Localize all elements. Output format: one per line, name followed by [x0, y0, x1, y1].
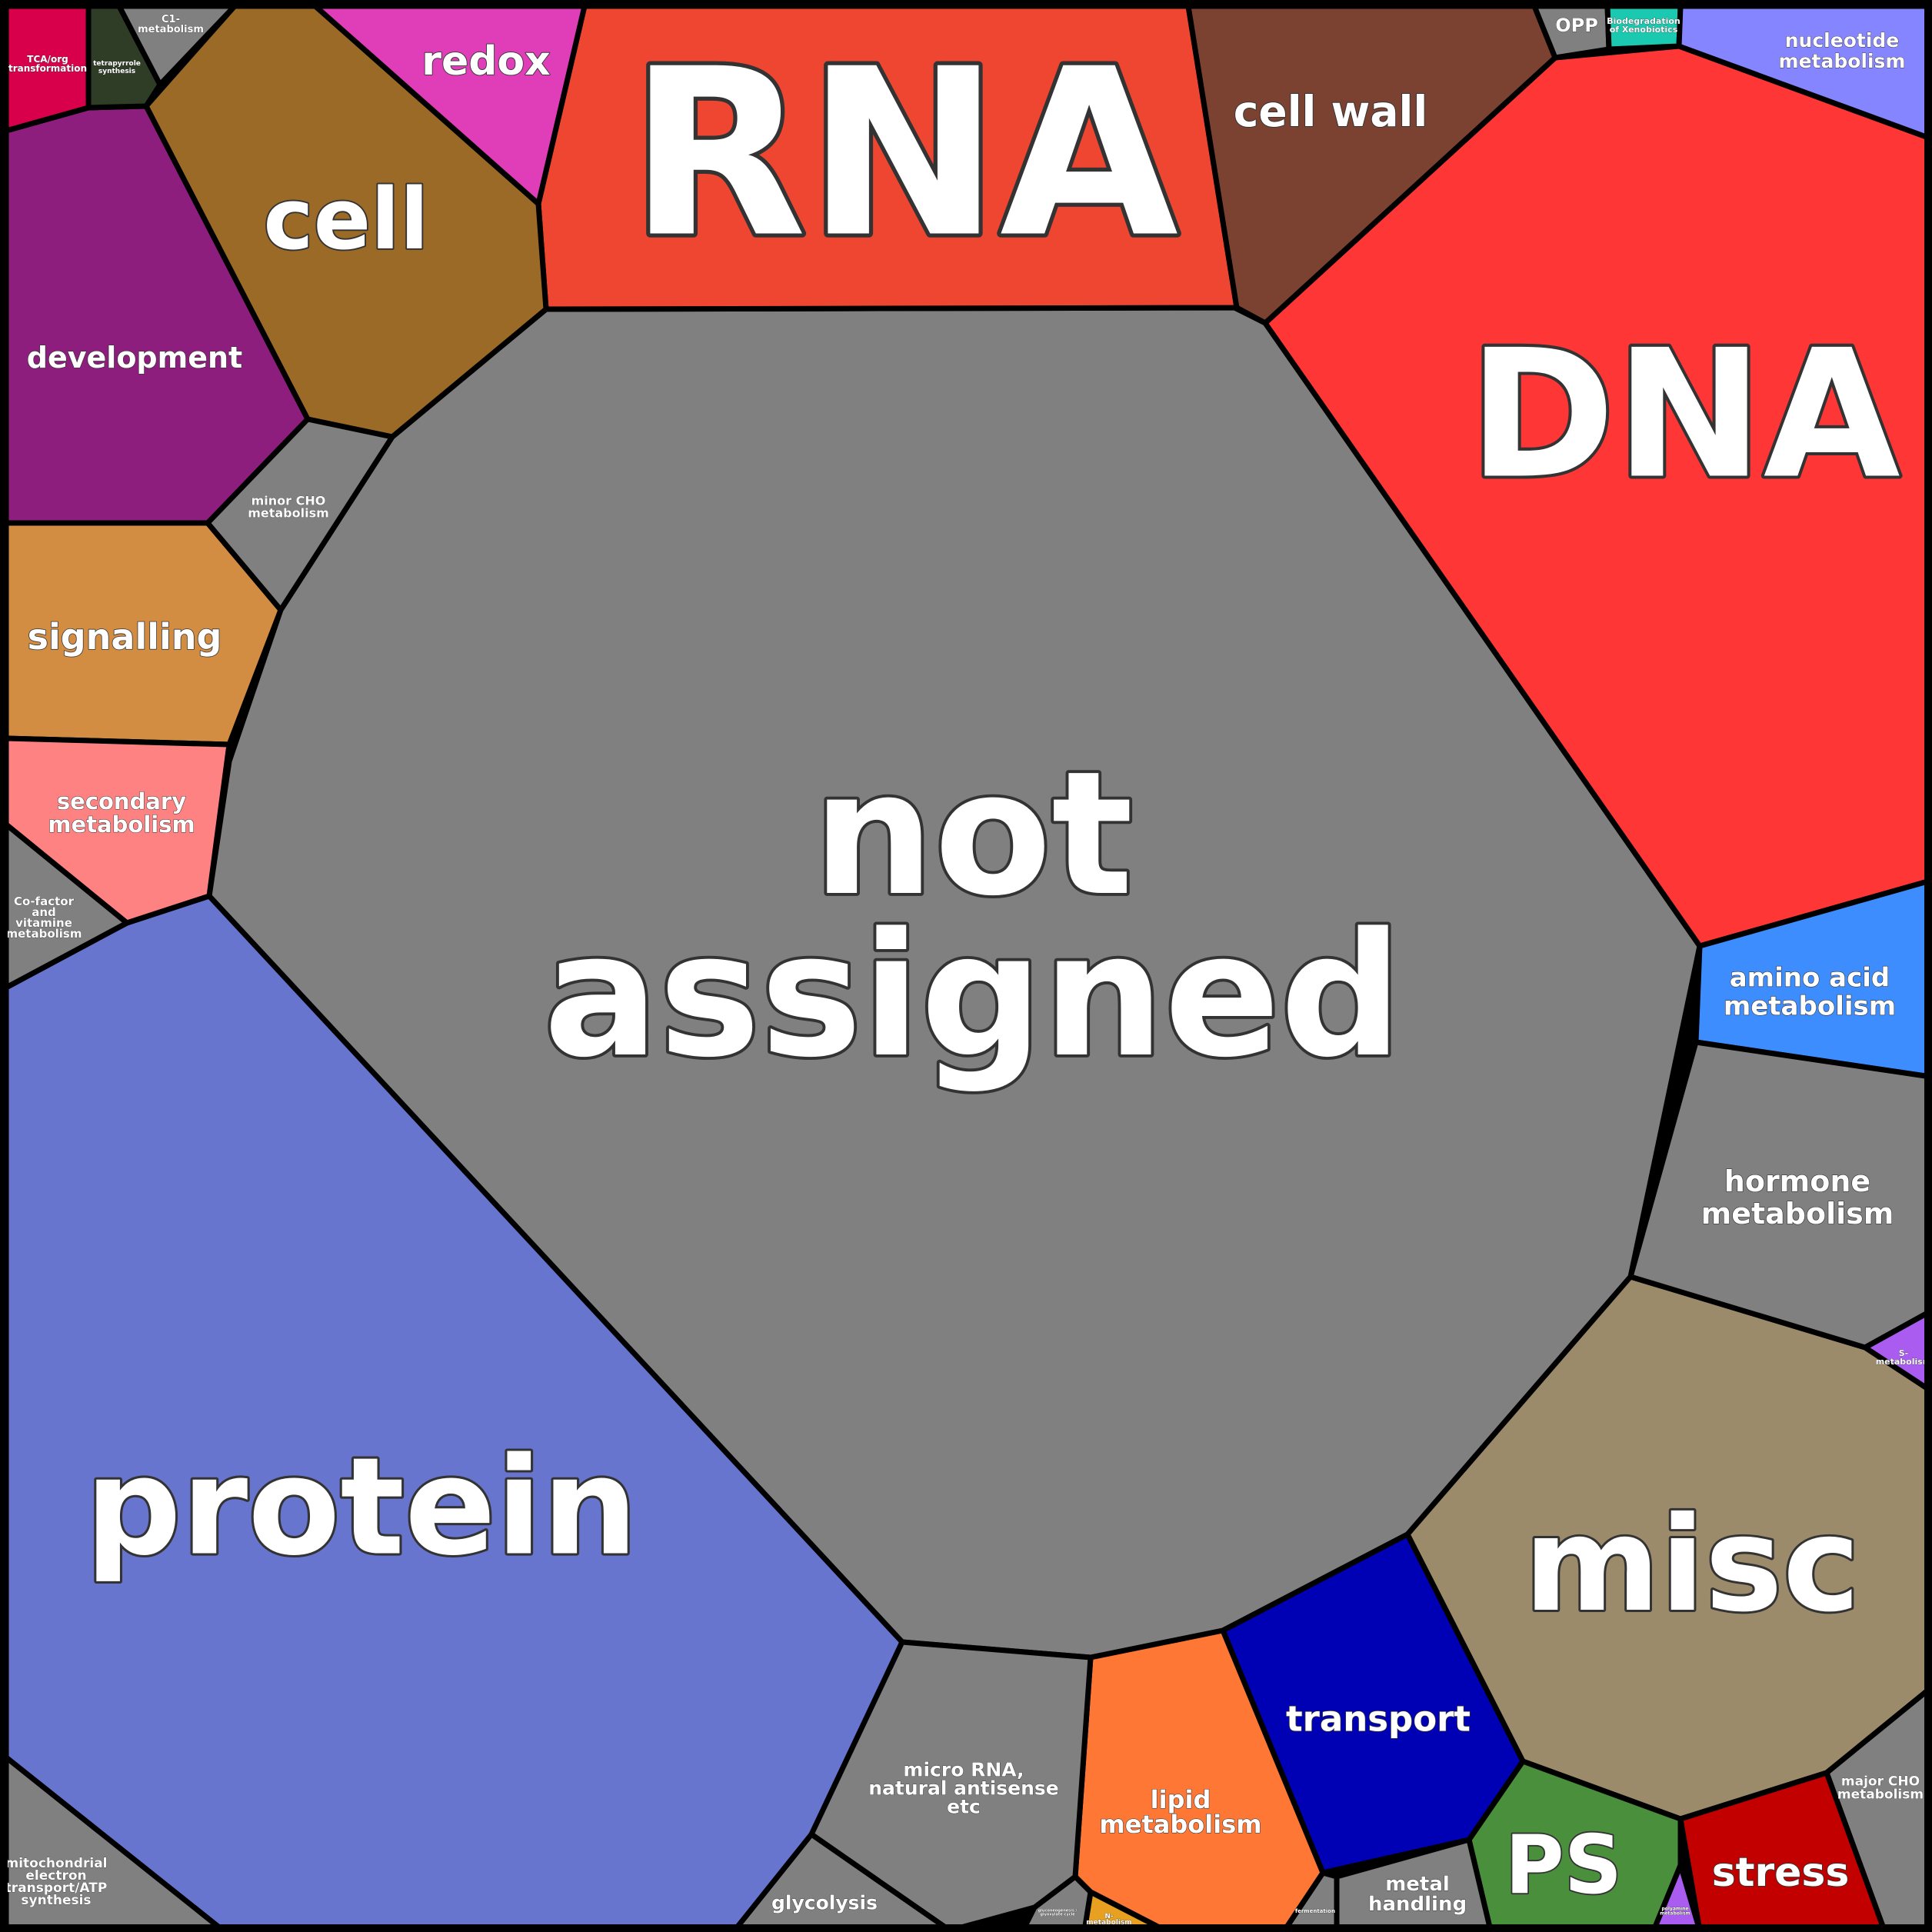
cell-label-cofactor-vitamine-metabolism-line-2: and: [32, 905, 56, 919]
cell-label-ps: PS: [1505, 1818, 1623, 1912]
cell-label-secondary-metabolism-line-1: secondary: [57, 788, 186, 814]
cell-label-lipid-metabolism-line-1: lipid: [1151, 1785, 1211, 1814]
cell-label-mitochondrial-electron-transport-line-2: electron: [25, 1868, 86, 1884]
cell-label-lipid-metabolism-line-2: metabolism: [1099, 1810, 1261, 1839]
cell-label-transport: transport: [1286, 1699, 1471, 1740]
cell-label-micro-rna-line-2: natural antisense: [868, 1777, 1059, 1800]
cell-label-fermentation: fermentation: [1295, 1908, 1335, 1914]
cell-label-redox: redox: [421, 38, 550, 85]
cell-label-cofactor-vitamine-metabolism-line-4: metabolism: [6, 927, 82, 941]
cell-label-biodegradation-xenobiotics-line-1: Biodegradation: [1607, 16, 1680, 26]
cell-label-dna: DNA: [1468, 313, 1900, 518]
cell-label-cell-wall: cell wall: [1234, 87, 1427, 136]
cell-minor-cho-metabolism[interactable]: [205, 416, 395, 613]
cell-label-amino-acid-metabolism-line-1: amino acid: [1730, 963, 1890, 994]
cell-label-development: development: [27, 341, 242, 375]
cell-label-minor-cho-metabolism-line-1: minor CHO: [251, 494, 326, 508]
cell-label-misc: misc: [1524, 1489, 1860, 1641]
cell-label-hormone-metabolism-line-2: metabolism: [1701, 1197, 1894, 1231]
cell-label-micro-rna-line-3: etc: [947, 1796, 981, 1818]
cell-label-minor-cho-metabolism-line-2: metabolism: [248, 506, 329, 521]
cell-label-n-metabolism-line-1: N-: [1104, 1913, 1114, 1920]
cell-label-cell: cell: [263, 170, 428, 268]
cell-label-stress: stress: [1712, 1850, 1850, 1896]
cell-label-gluconeogenesis-line-2: glyoxylate cycle: [1040, 1913, 1075, 1917]
cell-label-tetrapyrrole-synthesis-line-2: synthesis: [98, 68, 135, 75]
cell-label-micro-rna-line-1: micro RNA,: [903, 1759, 1024, 1781]
cell-label-metal-handling-line-2: handling: [1368, 1893, 1467, 1916]
cell-label-cofactor-vitamine-metabolism-line-1: Co-factor: [14, 894, 75, 908]
cell-label-not-assigned-line-2: assigned: [544, 897, 1403, 1095]
cell-label-nucleotide-metabolism-line-1: nucleotide: [1785, 29, 1900, 52]
cell-label-polyamine-metabolism-line-1: polyamine: [1661, 1907, 1688, 1912]
cell-label-hormone-metabolism-line-1: hormone: [1724, 1164, 1870, 1198]
cell-label-tetrapyrrole-synthesis-line-1: tetrapyrrole: [93, 60, 141, 68]
cell-label-signalling: signalling: [28, 616, 222, 658]
cell-label-polyamine-metabolism-line-2: metabolism: [1660, 1911, 1690, 1917]
cell-label-not-assigned-line-1: not: [813, 735, 1134, 934]
cell-label-mitochondrial-electron-transport-line-4: synthesis: [21, 1893, 91, 1908]
cell-label-c1-metabolism-line-2: metabolism: [138, 24, 204, 35]
cell-label-rna: RNA: [629, 20, 1180, 288]
cell-label-c1-metabolism-line-1: C1-: [162, 14, 180, 25]
cells-layer: [3, 3, 1932, 1932]
cell-label-major-cho-metabolism-line-2: metabolism: [1837, 1787, 1924, 1803]
cell-label-metal-handling-line-1: metal: [1385, 1873, 1450, 1896]
cell-label-mitochondrial-electron-transport-line-1: mitochondrial: [5, 1856, 108, 1871]
cell-label-n-metabolism-line-2: metabolism: [1086, 1919, 1131, 1927]
cell-label-nucleotide-metabolism-line-2: metabolism: [1779, 50, 1906, 72]
cell-label-mitochondrial-electron-transport-line-3: transport/ATP: [5, 1880, 108, 1896]
cell-label-protein: protein: [85, 1430, 638, 1586]
cell-label-tca-org-transformation-line-2: transformation: [8, 63, 87, 74]
cell-label-s-metabolism-line-2: metabolism: [1876, 1357, 1932, 1367]
cell-label-biodegradation-xenobiotics-line-2: of Xenobiotics: [1610, 25, 1678, 35]
cell-label-opp: OPP: [1555, 15, 1598, 36]
cell-label-major-cho-metabolism-line-1: major CHO: [1841, 1774, 1920, 1790]
cell-label-amino-acid-metabolism-line-2: metabolism: [1724, 991, 1896, 1022]
cell-label-secondary-metabolism-line-2: metabolism: [48, 811, 195, 838]
cell-label-s-metabolism-line-1: S-: [1899, 1348, 1909, 1358]
cell-label-glycolysis: glycolysis: [771, 1892, 878, 1914]
cell-label-tca-org-transformation-line-1: TCA/org: [27, 54, 68, 65]
cell-label-cofactor-vitamine-metabolism-line-3: vitamine: [15, 916, 72, 930]
cell-label-gluconeogenesis-line-1: gluconeogenesis /: [1038, 1909, 1078, 1914]
